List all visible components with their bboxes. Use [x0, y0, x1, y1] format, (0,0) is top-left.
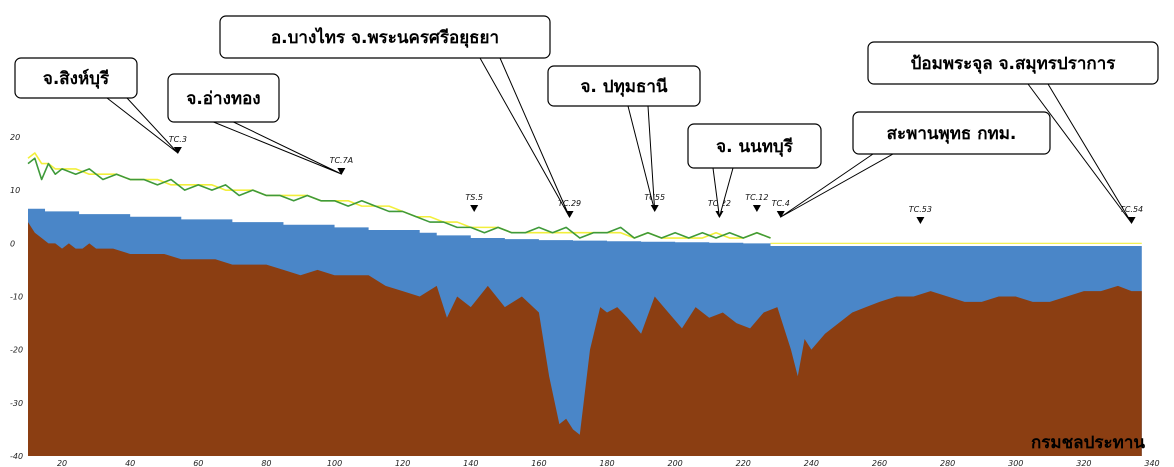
x-tick-label: 160	[531, 459, 546, 467]
y-tick-label: 20	[10, 133, 20, 142]
station-label: TC.4	[772, 199, 790, 208]
callout-box	[167, 73, 280, 123]
x-tick-label: 180	[599, 459, 614, 467]
callout-label: จ.อ่างทอง	[186, 89, 260, 109]
station-label: TS.5	[465, 193, 483, 202]
x-tick-label: 80	[261, 459, 271, 467]
x-tick-label: 240	[804, 459, 819, 467]
callout-label: จ. ปทุมธานี	[580, 76, 667, 97]
location-callouts: จ.สิงห์บุรีจ.อ่างทอง อ.บางไทร จ.พระนครศรี…	[14, 15, 1159, 224]
station-label: TC.29	[558, 199, 581, 208]
station-label: TC.3	[169, 135, 187, 144]
station-marker	[752, 205, 761, 212]
x-tick-label: 200	[668, 459, 683, 467]
y-tick-label: -10	[10, 293, 23, 302]
callout-pointer	[1027, 83, 1132, 224]
callout-pointer	[106, 97, 179, 154]
station-label: TC55	[644, 193, 665, 202]
station-marker	[173, 147, 182, 154]
callout-pointer	[479, 57, 571, 218]
callout-label: ป้อมพระจุล จ.สมุทรปราการ	[911, 54, 1117, 74]
x-tick-label: 100	[327, 459, 342, 467]
x-tick-label: 320	[1076, 459, 1091, 467]
station-marker	[916, 217, 925, 224]
callout-box	[687, 123, 822, 169]
x-tick-label: 140	[463, 459, 478, 467]
station-marker	[776, 211, 785, 218]
y-tick-label: -40	[10, 452, 23, 461]
y-tick-label: -30	[10, 399, 23, 408]
agency-credit: กรมชลประทาน	[1031, 433, 1145, 453]
x-tick-label: 340	[1144, 459, 1159, 467]
y-axis: 20 10 0 -10 -20 -30 -40	[10, 133, 23, 461]
callout-box	[219, 15, 551, 59]
y-tick-label: -20	[10, 346, 23, 355]
x-tick-label: 220	[736, 459, 751, 467]
callout-box	[14, 57, 138, 99]
callout-pointer	[712, 167, 734, 218]
callout-box	[547, 65, 701, 107]
x-tick-label: 120	[395, 459, 410, 467]
water-level-lines	[27, 152, 1142, 244]
station-label: TC.53	[909, 205, 932, 214]
station-label: TC.54	[1120, 205, 1143, 214]
callout-label: สะพานพุทธ กทม.	[887, 124, 1017, 144]
callout-pointer	[213, 121, 342, 175]
callout-box	[852, 111, 1051, 155]
callout-label: จ.สิงห์บุรี	[43, 68, 110, 89]
callout-label: จ. นนทบุรี	[716, 136, 794, 157]
callout-pointer	[627, 105, 656, 212]
x-tick-label: 60	[193, 459, 203, 467]
x-axis: 20 40 60 80 100 120 140 160 180 200 220 240 260 280 30…	[57, 459, 1160, 467]
x-tick-label: 300	[1008, 459, 1023, 467]
water-level-line-green	[27, 157, 771, 239]
station-marker	[337, 168, 346, 175]
riverbed-layer	[28, 222, 1142, 456]
station-label: TC.7A	[330, 156, 354, 165]
callout-label: อ.บางไทร จ.พระนครศรีอยุธยา	[271, 27, 499, 48]
station-label: TC.12	[745, 193, 768, 202]
x-tick-label: 40	[125, 459, 135, 467]
y-tick-label: 10	[10, 186, 20, 195]
station-marker	[470, 205, 479, 212]
x-tick-label: 20	[57, 459, 67, 467]
callout-box	[867, 41, 1159, 85]
x-tick-label: 280	[940, 459, 955, 467]
x-tick-label: 260	[872, 459, 887, 467]
riverbed-area	[28, 222, 1142, 456]
callout-pointer	[780, 153, 894, 218]
y-tick-label: 0	[10, 239, 15, 248]
